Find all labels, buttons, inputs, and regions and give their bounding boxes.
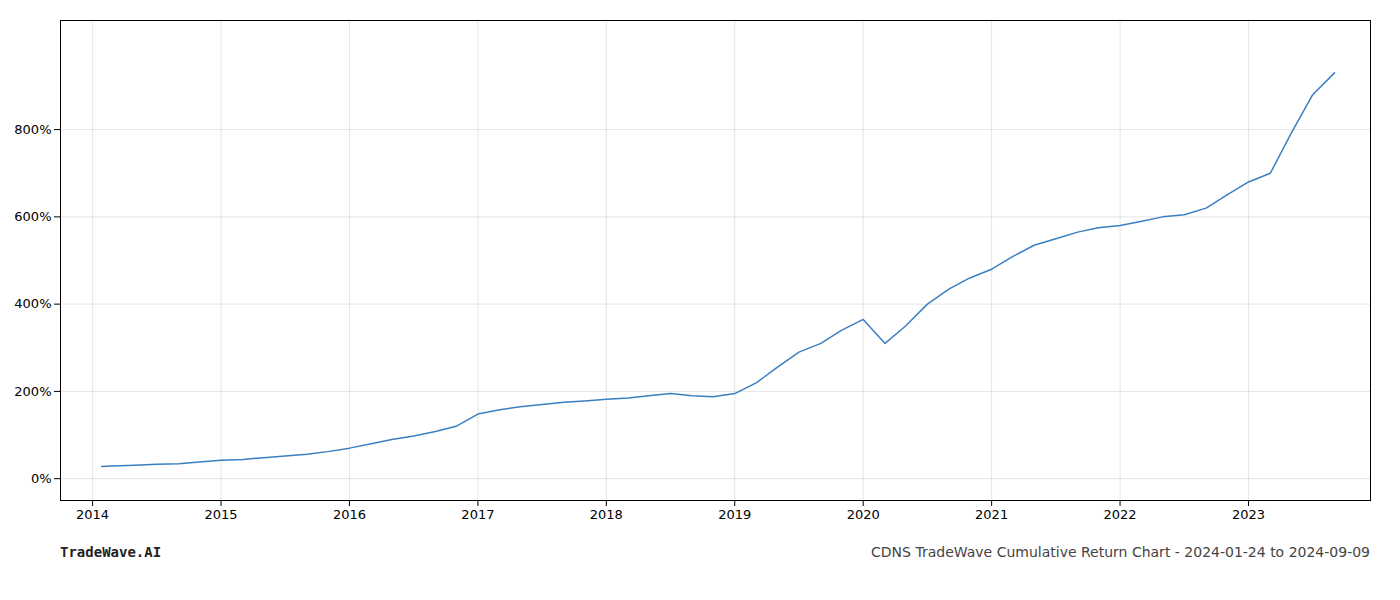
svg-text:600%: 600% <box>14 209 51 224</box>
svg-text:2023: 2023 <box>1232 507 1265 522</box>
svg-text:2018: 2018 <box>590 507 623 522</box>
svg-text:2014: 2014 <box>76 507 109 522</box>
svg-text:2020: 2020 <box>847 507 880 522</box>
svg-text:2022: 2022 <box>1104 507 1137 522</box>
html-text:CDNS TradeWave Cumulative Retu: CDNS TradeWave Cumulative Return Chart -… <box>871 544 1370 560</box>
svg-text:2017: 2017 <box>461 507 494 522</box>
svg-text:2015: 2015 <box>204 507 237 522</box>
svg-text:0%: 0% <box>31 471 52 486</box>
svg-text:400%: 400% <box>14 296 51 311</box>
svg-text:2021: 2021 <box>975 507 1008 522</box>
svg-text:2016: 2016 <box>333 507 366 522</box>
svg-text:200%: 200% <box>14 384 51 399</box>
svg-text:800%: 800% <box>14 122 51 137</box>
svg-text:2019: 2019 <box>718 507 751 522</box>
html-text:TradeWave.AI: TradeWave.AI <box>60 544 162 560</box>
